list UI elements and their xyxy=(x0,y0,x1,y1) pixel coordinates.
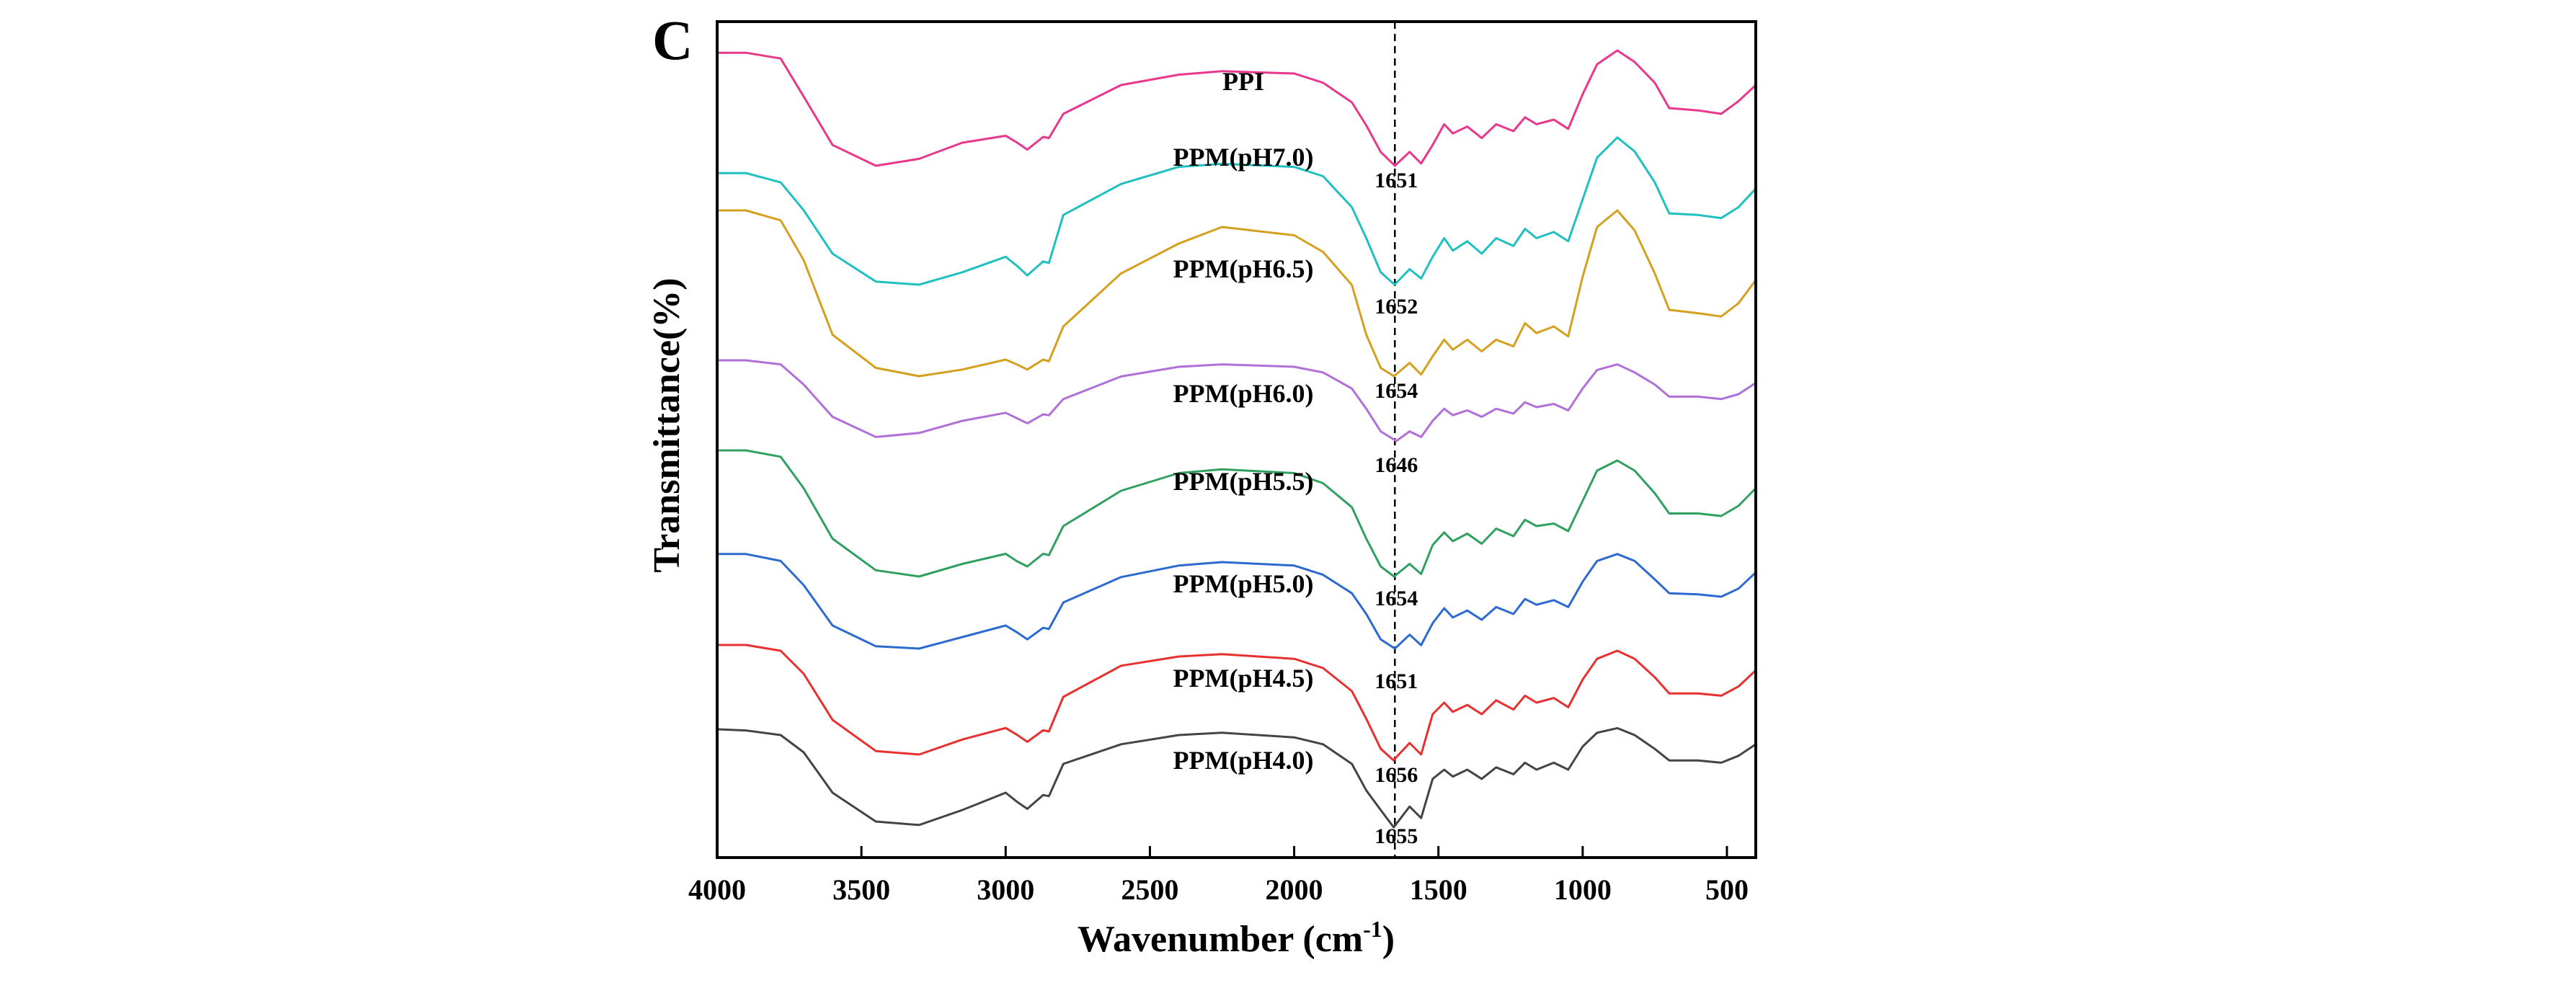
peak-label-2: 1654 xyxy=(1374,379,1418,403)
peak-label-0: 1651 xyxy=(1374,169,1418,192)
panel-letter: C xyxy=(652,9,693,71)
series-line-0 xyxy=(717,49,1757,167)
series-label-7: PPM(pH4.0) xyxy=(1173,746,1314,775)
x-tick-label-1: 3500 xyxy=(832,873,890,906)
series-label-1: PPM(pH7.0) xyxy=(1173,143,1314,172)
peak-label-1: 1652 xyxy=(1374,295,1418,319)
plot-frame xyxy=(716,20,1757,859)
y-axis-title: Transmittance(%) xyxy=(647,277,688,572)
series-label-3: PPM(pH6.0) xyxy=(1173,379,1314,408)
series-label-2: PPM(pH6.5) xyxy=(1173,254,1314,283)
series-line-6 xyxy=(717,644,1757,762)
x-tick-label-7: 500 xyxy=(1705,873,1749,906)
x-tick-label-0: 4000 xyxy=(688,873,746,906)
peak-label-6: 1656 xyxy=(1374,763,1418,787)
series-label-5: PPM(pH5.0) xyxy=(1173,569,1314,598)
x-tick-label-2: 3000 xyxy=(977,873,1034,906)
series-label-4: PPM(pH5.5) xyxy=(1173,467,1314,496)
peak-label-3: 1646 xyxy=(1374,453,1418,477)
series-line-1 xyxy=(717,136,1757,286)
series-line-3 xyxy=(717,359,1756,442)
series-line-2 xyxy=(717,209,1757,378)
x-axis-title: Wavenumber (cm-1) xyxy=(1078,916,1395,960)
x-tick-label-4: 2000 xyxy=(1266,873,1323,906)
series-label-6: PPM(pH4.5) xyxy=(1173,664,1314,693)
series-line-7 xyxy=(716,726,1756,829)
peak-label-5: 1651 xyxy=(1374,669,1418,693)
peak-label-7: 1655 xyxy=(1374,824,1418,848)
peak-label-4: 1654 xyxy=(1374,587,1418,610)
x-tick-label-3: 2500 xyxy=(1121,873,1178,906)
series-line-4 xyxy=(717,449,1757,578)
series-label-0: PPI xyxy=(1222,67,1264,96)
x-tick-label-5: 1500 xyxy=(1410,873,1467,906)
series-line-5 xyxy=(717,553,1757,650)
x-tick-label-6: 1000 xyxy=(1554,873,1612,906)
